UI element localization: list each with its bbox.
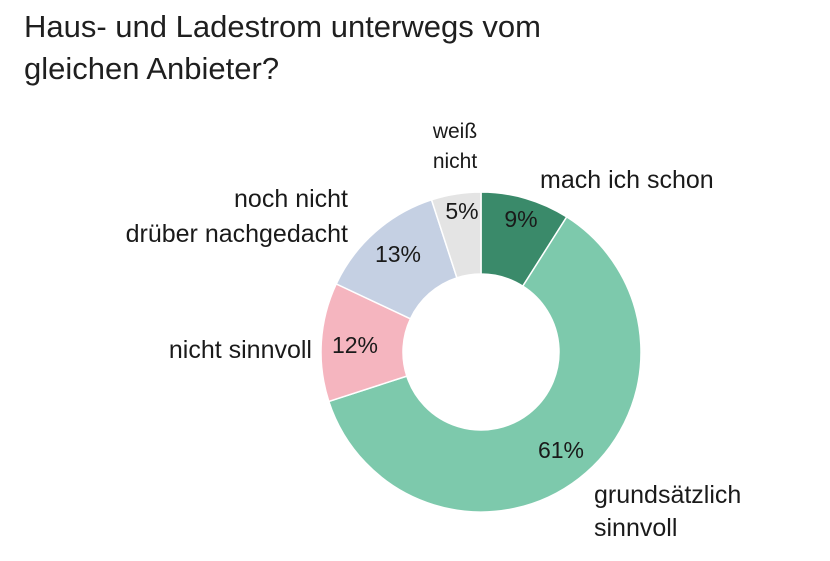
slice-percentage-label: 13% [375,241,421,267]
donut-slice [430,191,482,279]
slice-category-label: drüber nachgedacht [126,220,348,248]
slice-percentage-label: 12% [332,332,378,358]
percentage-labels: 9% 61% 12% 13% 5% [332,198,584,463]
slice-percentage-label: 5% [445,198,478,224]
slice-category-label: nicht sinnvoll [169,336,312,364]
slice-category-label: grundsätzlich [594,481,741,509]
slice-category-label: sinnvoll [594,514,677,542]
slice-category-label: mach ich schon [540,166,714,194]
slice-percentage-label: 9% [504,206,537,232]
chart-title: Haus- und Ladestrom unterwegs vom gleich… [24,9,541,86]
slice-category-label: nicht [433,150,478,173]
category-labels: mach ich schon grundsätzlich sinnvoll nicht… [126,120,742,542]
slice-percentage-label: 61% [538,437,584,463]
donut-slices [320,191,642,513]
slice-category-label: weiß [432,120,477,143]
donut-slice [327,215,642,513]
slice-category-label: noch nicht [234,185,348,213]
